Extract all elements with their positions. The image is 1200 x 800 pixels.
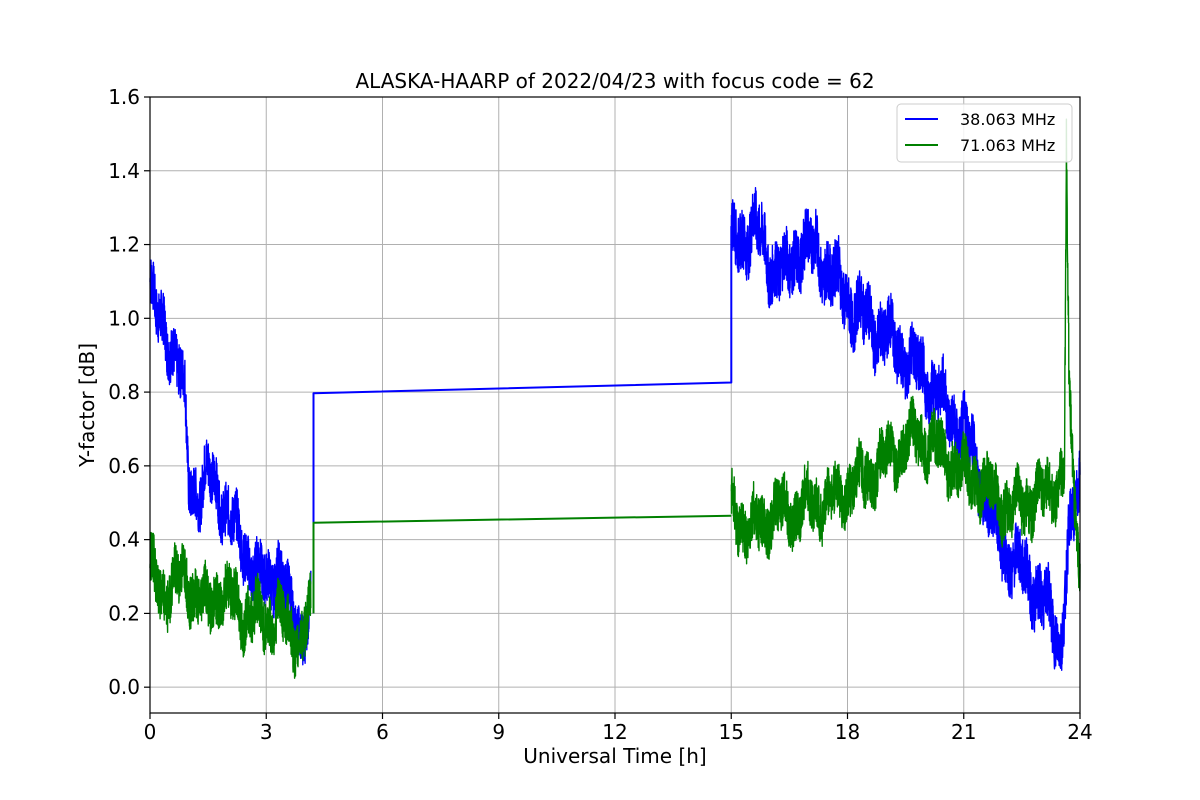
- x-tick-label: 21: [951, 720, 976, 744]
- legend-label-series-2: 71.063 MHz: [960, 136, 1055, 155]
- series-layer: [149, 118, 1081, 679]
- series-line: [312, 226, 733, 614]
- series-line: [312, 514, 732, 614]
- y-axis-label: Y-factor [dB]: [75, 343, 99, 468]
- y-tick-label: 0.0: [108, 675, 140, 699]
- series-1: [149, 187, 1081, 671]
- x-axis-label: Universal Time [h]: [523, 744, 706, 768]
- series-line: [730, 187, 1081, 671]
- y-tick-label: 1.6: [108, 85, 140, 109]
- chart-title: ALASKA-HAARP of 2022/04/23 with focus co…: [355, 69, 874, 93]
- x-tick-label: 12: [602, 720, 627, 744]
- y-tick-label: 0.6: [108, 454, 140, 478]
- x-tick-label: 15: [719, 720, 744, 744]
- series-line: [149, 531, 312, 679]
- y-tick-label: 0.4: [108, 528, 140, 552]
- legend-box: [896, 103, 1073, 163]
- x-tick-label: 3: [260, 720, 273, 744]
- y-tick-label: 0.2: [108, 601, 140, 625]
- x-tick-label: 6: [376, 720, 389, 744]
- x-tick-label: 24: [1067, 720, 1092, 744]
- x-tick-label: 0: [144, 720, 157, 744]
- series-2: [149, 118, 1081, 679]
- series-line: [149, 259, 312, 666]
- legend-label-series-1: 38.063 MHz: [960, 110, 1055, 129]
- x-tick-label: 9: [492, 720, 505, 744]
- ticks: 0 3 6 9 12 15 18 21 24 0.0 0.2 0.4 0.6 0.8 1.0 1.2 1.4 1.…: [108, 85, 1093, 744]
- y-tick-label: 0.8: [108, 380, 140, 404]
- series-line: [730, 118, 1081, 592]
- y-tick-label: 1.4: [108, 159, 140, 183]
- y-tick-label: 1.2: [108, 233, 140, 257]
- y-tick-label: 1.0: [108, 306, 140, 330]
- legend: 38.063 MHz 71.063 MHz: [896, 103, 1073, 163]
- x-tick-label: 18: [835, 720, 860, 744]
